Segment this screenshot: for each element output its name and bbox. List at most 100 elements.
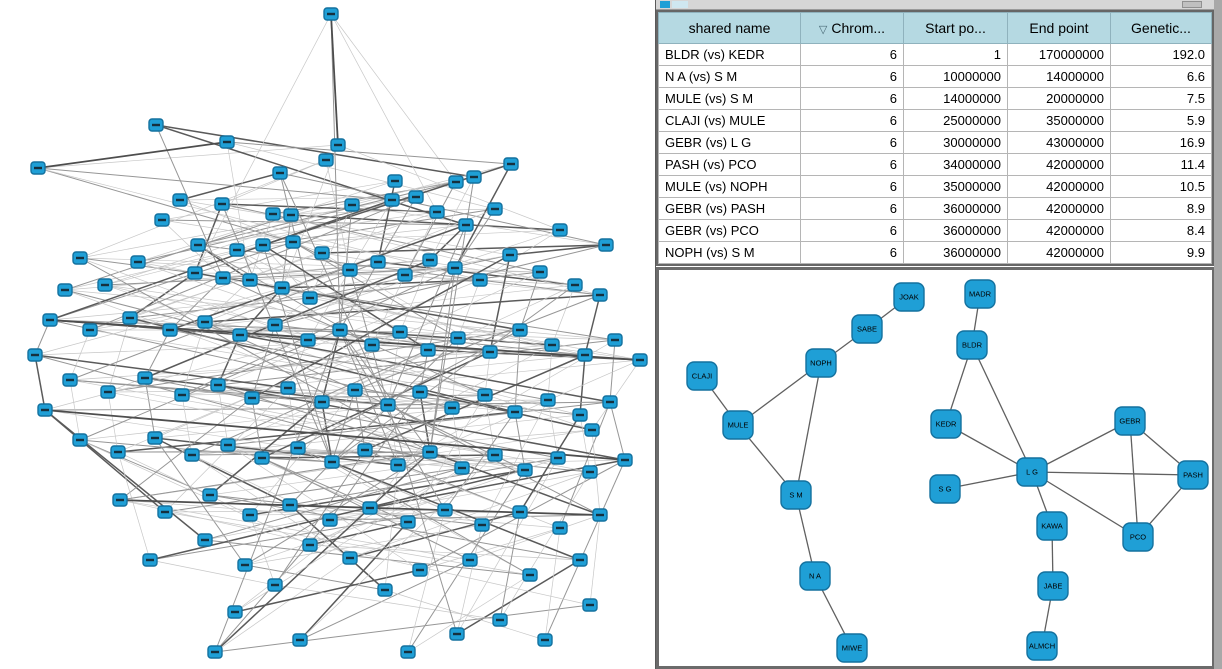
table-row[interactable]: GEBR (vs) PCO 6 36000000 42000000 8.4 [658, 219, 1212, 242]
network-node-noph[interactable]: NOPH [805, 348, 837, 378]
network-node[interactable] [387, 174, 403, 188]
network-node-madr[interactable]: MADR [964, 279, 996, 309]
network-node[interactable] [384, 193, 400, 207]
table-cell[interactable]: 36000000 [903, 241, 1008, 264]
network-node[interactable] [582, 598, 598, 612]
network-node[interactable] [357, 443, 373, 457]
network-node[interactable] [172, 193, 188, 207]
network-node[interactable] [282, 498, 298, 512]
network-node[interactable] [37, 403, 53, 417]
table-cell[interactable]: 34000000 [903, 153, 1008, 176]
network-node[interactable] [130, 255, 146, 269]
filter-icon[interactable]: ▽ [818, 24, 828, 36]
network-edge[interactable] [1129, 420, 1139, 538]
network-node[interactable] [292, 633, 308, 647]
network-edge[interactable] [1031, 420, 1131, 473]
network-node[interactable] [100, 385, 116, 399]
table-cell[interactable]: 6 [800, 43, 904, 66]
network-node[interactable] [607, 333, 623, 347]
network-node[interactable] [392, 325, 408, 339]
network-node[interactable] [380, 398, 396, 412]
table-row[interactable]: GEBR (vs) L G 6 30000000 43000000 16.9 [658, 131, 1212, 154]
network-node[interactable] [420, 343, 436, 357]
network-node[interactable] [330, 138, 346, 152]
table-cell[interactable]: 9.9 [1110, 241, 1212, 264]
network-edge[interactable] [971, 344, 1033, 473]
network-node[interactable] [27, 348, 43, 362]
network-node[interactable] [412, 385, 428, 399]
column-header-end-point[interactable]: End point [1007, 12, 1111, 44]
table-cell[interactable]: 6 [800, 87, 904, 110]
network-node[interactable] [344, 198, 360, 212]
network-node-pco[interactable]: PCO [1122, 522, 1154, 552]
network-node[interactable] [202, 488, 218, 502]
table-cell[interactable]: 36000000 [903, 197, 1008, 220]
table-cell[interactable]: BLDR (vs) KEDR [658, 43, 801, 66]
network-node[interactable] [632, 353, 648, 367]
network-node[interactable] [122, 311, 138, 325]
table-cell[interactable]: 20000000 [1007, 87, 1111, 110]
network-node[interactable] [450, 331, 466, 345]
network-node[interactable] [362, 501, 378, 515]
network-node[interactable] [482, 345, 498, 359]
network-node-miwe[interactable]: MIWE [836, 633, 868, 663]
network-node[interactable] [412, 563, 428, 577]
table-cell[interactable]: 42000000 [1007, 197, 1111, 220]
table-cell[interactable]: 6 [800, 131, 904, 154]
network-node[interactable] [314, 395, 330, 409]
network-node[interactable] [390, 458, 406, 472]
network-node[interactable] [408, 190, 424, 204]
network-node[interactable] [487, 448, 503, 462]
network-node[interactable] [72, 433, 88, 447]
network-node[interactable] [552, 521, 568, 535]
network-node[interactable] [265, 207, 281, 221]
network-node[interactable] [449, 627, 465, 641]
network-node[interactable] [157, 505, 173, 519]
table-cell[interactable]: CLAJI (vs) MULE [658, 109, 801, 132]
network-node[interactable] [280, 381, 296, 395]
network-node[interactable] [242, 508, 258, 522]
network-node[interactable] [219, 135, 235, 149]
network-node[interactable] [540, 393, 556, 407]
network-node[interactable] [517, 463, 533, 477]
column-header-genetic-[interactable]: Genetic... [1110, 12, 1212, 44]
network-node[interactable] [254, 451, 270, 465]
network-node[interactable] [184, 448, 200, 462]
table-cell[interactable]: GEBR (vs) PCO [658, 219, 801, 242]
table-cell[interactable]: 5.9 [1110, 109, 1212, 132]
network-node[interactable] [290, 441, 306, 455]
network-node[interactable] [602, 395, 618, 409]
column-header-shared-name[interactable]: shared name [658, 12, 801, 44]
network-node[interactable] [142, 553, 158, 567]
network-node[interactable] [370, 255, 386, 269]
network-node[interactable] [447, 261, 463, 275]
network-node[interactable] [174, 388, 190, 402]
network-node[interactable] [492, 613, 508, 627]
table-cell[interactable]: 14000000 [1007, 65, 1111, 88]
network-node[interactable] [477, 388, 493, 402]
table-cell[interactable]: 10.5 [1110, 175, 1212, 198]
network-node[interactable] [57, 283, 73, 297]
network-node-pash[interactable]: PASH [1177, 460, 1209, 490]
network-node[interactable] [220, 438, 236, 452]
table-cell[interactable]: 43000000 [1007, 131, 1111, 154]
table-cell[interactable]: 1 [903, 43, 1008, 66]
table-cell[interactable]: N A (vs) S M [658, 65, 801, 88]
table-cell[interactable]: 36000000 [903, 219, 1008, 242]
network-node[interactable] [572, 553, 588, 567]
network-edge[interactable] [1031, 471, 1139, 538]
table-cell[interactable]: 6 [800, 241, 904, 264]
network-node[interactable] [255, 238, 271, 252]
table-row[interactable]: N A (vs) S M 6 10000000 14000000 6.6 [658, 65, 1212, 88]
network-node[interactable] [422, 253, 438, 267]
network-node[interactable] [532, 265, 548, 279]
network-node-s-m[interactable]: S M [780, 480, 812, 510]
network-node-claji[interactable]: CLAJI [686, 361, 718, 391]
network-node[interactable] [617, 453, 633, 467]
network-node[interactable] [110, 445, 126, 459]
network-node[interactable] [267, 318, 283, 332]
network-node[interactable] [147, 431, 163, 445]
network-node[interactable] [137, 371, 153, 385]
network-node[interactable] [318, 153, 334, 167]
table-row[interactable]: MULE (vs) S M 6 14000000 20000000 7.5 [658, 87, 1212, 110]
